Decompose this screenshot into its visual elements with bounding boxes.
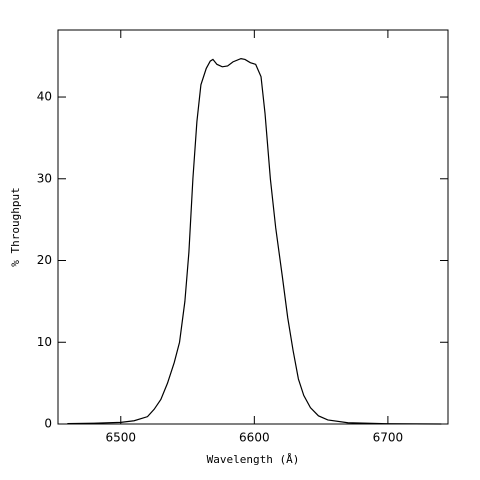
- y-tick-label: 10: [37, 335, 52, 349]
- throughput-line: [67, 57, 442, 425]
- x-axis-label: Wavelength (Å): [207, 453, 300, 466]
- x-tick-label: 6700: [373, 431, 404, 445]
- plot-frame: [57, 29, 449, 425]
- y-tick-label: 0: [44, 417, 52, 431]
- x-tick-label: 6500: [106, 431, 137, 445]
- y-tick-label: 30: [37, 171, 52, 185]
- y-axis-label: % Throughput: [9, 187, 22, 266]
- y-tick-label: 20: [37, 253, 52, 267]
- x-tick-label: 6600: [239, 431, 270, 445]
- y-tick-label: 40: [37, 90, 52, 104]
